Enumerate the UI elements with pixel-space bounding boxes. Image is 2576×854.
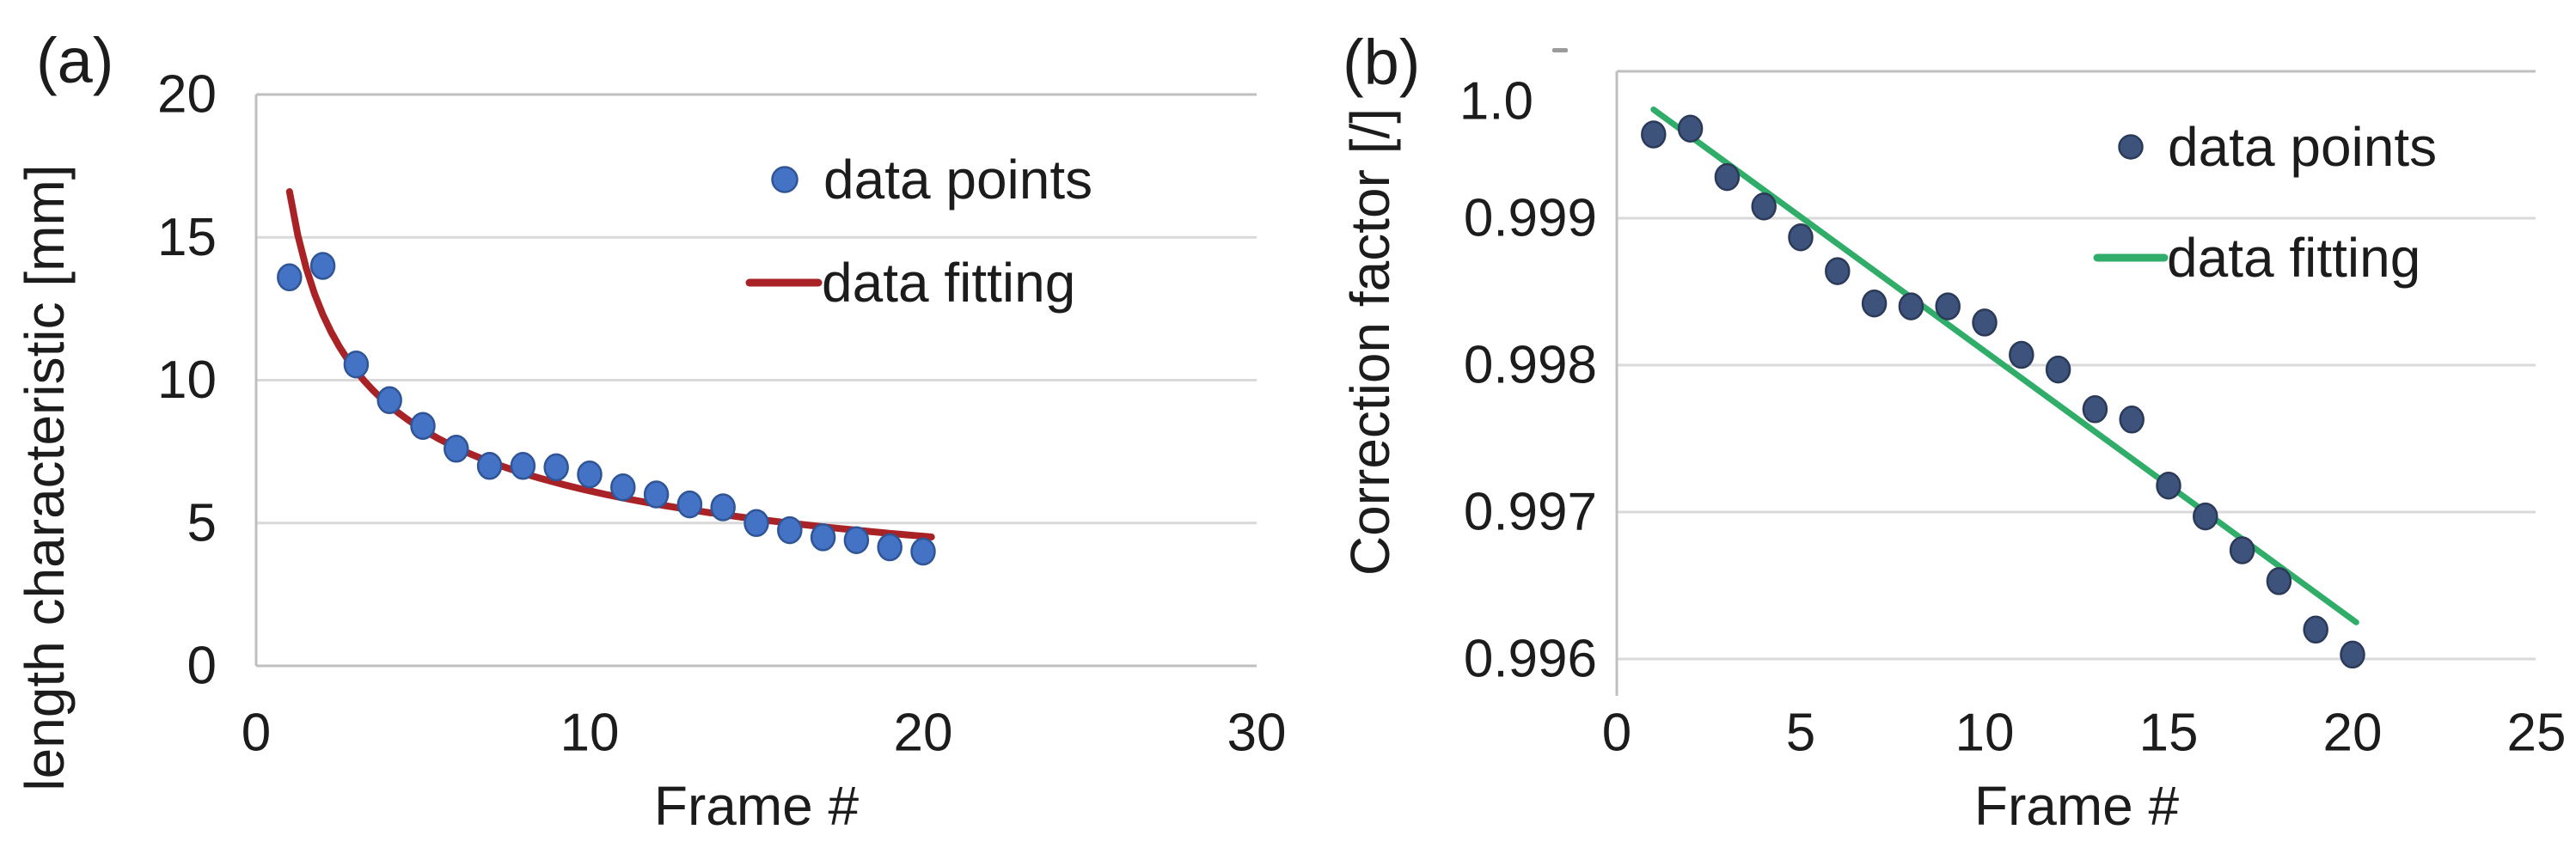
x-tick-label: 25 bbox=[2507, 704, 2567, 763]
data-point-marker bbox=[577, 460, 603, 489]
y-tick-label: 5 bbox=[187, 493, 217, 552]
data-point-marker bbox=[843, 526, 870, 554]
panel-label-b: (b) bbox=[1343, 27, 1421, 98]
data-point-marker bbox=[2340, 640, 2365, 669]
y-axis-title: Correction factor [/] bbox=[1339, 108, 1401, 576]
data-point-marker bbox=[2082, 395, 2108, 424]
legend-point-marker bbox=[771, 166, 798, 193]
y-tick-label: 0.999 bbox=[1464, 189, 1597, 248]
data-point-marker bbox=[543, 453, 569, 482]
data-point-marker bbox=[2156, 471, 2181, 500]
data-point-marker bbox=[1641, 120, 1667, 149]
x-tick-label: 5 bbox=[1786, 704, 1815, 763]
y-tick-label: 20 bbox=[157, 65, 217, 125]
data-point-marker bbox=[1861, 289, 1888, 318]
data-point-marker bbox=[676, 490, 703, 519]
x-tick-label: 30 bbox=[1227, 704, 1287, 763]
data-point-marker bbox=[2229, 536, 2255, 564]
data-point-marker bbox=[2303, 615, 2328, 644]
data-point-marker bbox=[309, 252, 336, 280]
data-point-marker bbox=[1825, 257, 1851, 285]
chart-panel-b bbox=[1615, 70, 2536, 696]
legend-label-points: data points bbox=[823, 149, 1092, 210]
legend-label-fitting: data fitting bbox=[822, 252, 1075, 314]
x-tick-label: 0 bbox=[242, 704, 271, 763]
stray-dash bbox=[1552, 48, 1568, 52]
x-tick-label: 0 bbox=[1602, 704, 1631, 763]
data-point-marker bbox=[376, 386, 402, 415]
data-point-marker bbox=[910, 537, 936, 566]
data-point-marker bbox=[643, 480, 670, 509]
data-point-marker bbox=[743, 509, 769, 538]
y-tick-label: 0.998 bbox=[1464, 336, 1597, 395]
data-point-marker bbox=[1677, 114, 1704, 143]
x-tick-label: 20 bbox=[2323, 704, 2383, 763]
data-point-marker bbox=[710, 493, 736, 522]
data-point-marker bbox=[2045, 355, 2071, 384]
y-tick-label: 0.996 bbox=[1464, 630, 1597, 689]
data-point-marker bbox=[476, 452, 503, 480]
data-point-marker bbox=[343, 350, 370, 379]
y-tick-label: 15 bbox=[157, 208, 217, 267]
data-point-marker bbox=[2009, 340, 2034, 369]
data-point-marker bbox=[444, 435, 469, 463]
data-point-marker bbox=[777, 515, 803, 545]
data-point-marker bbox=[2266, 567, 2292, 595]
x-tick-label: 20 bbox=[894, 704, 953, 763]
data-point-marker bbox=[410, 412, 436, 440]
data-point-marker bbox=[810, 523, 836, 552]
data-point-marker bbox=[510, 452, 536, 480]
y-tick-label: 0 bbox=[187, 637, 217, 696]
data-point-marker bbox=[1788, 223, 1814, 252]
x-tick-label: 15 bbox=[2139, 704, 2199, 763]
legend-point-marker bbox=[2118, 134, 2144, 160]
data-point-marker bbox=[2119, 406, 2145, 434]
data-point-marker bbox=[1898, 292, 1924, 320]
data-point-marker bbox=[1972, 308, 1998, 337]
x-axis-title: Frame # bbox=[654, 775, 860, 837]
y-tick-label: 10 bbox=[157, 351, 217, 410]
y-tick-label: 0.997 bbox=[1464, 483, 1597, 542]
data-point-marker bbox=[2193, 502, 2218, 531]
chart-panel-a bbox=[254, 93, 1257, 668]
x-axis-title: Frame # bbox=[1974, 775, 2180, 837]
data-point-marker bbox=[610, 473, 636, 502]
data-point-marker bbox=[277, 263, 303, 292]
legend-label-fitting: data fitting bbox=[2167, 227, 2420, 289]
data-point-marker bbox=[1714, 162, 1741, 192]
data-point-marker bbox=[1935, 292, 1961, 320]
x-tick-label: 10 bbox=[560, 704, 620, 763]
x-tick-label: 10 bbox=[1955, 704, 2015, 763]
y-tick-label: 1.0 bbox=[1459, 72, 1533, 131]
legend-label-points: data points bbox=[2168, 116, 2437, 178]
panel-label-a: (a) bbox=[36, 25, 114, 96]
data-point-marker bbox=[1751, 192, 1777, 221]
data-point-marker bbox=[877, 533, 903, 562]
y-axis-title: length characteristic [mm] bbox=[14, 164, 76, 790]
